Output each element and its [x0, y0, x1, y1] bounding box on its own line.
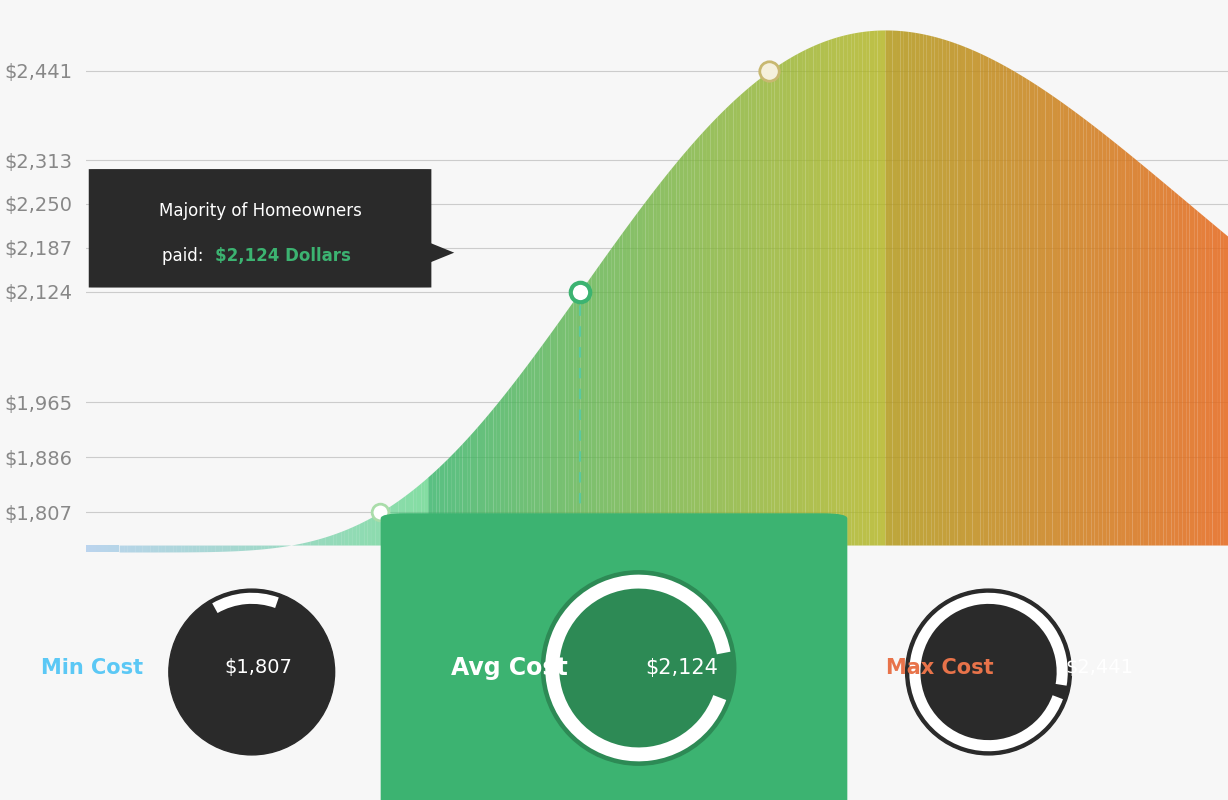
Circle shape	[905, 589, 1071, 755]
Text: Avg Cost: Avg Cost	[451, 656, 569, 680]
Text: Majority of Homeowners: Majority of Homeowners	[158, 202, 361, 220]
Text: paid:: paid:	[162, 247, 209, 265]
Text: $1,807: $1,807	[223, 658, 292, 678]
Circle shape	[169, 589, 334, 755]
Circle shape	[542, 571, 736, 765]
Text: $2,441: $2,441	[1065, 658, 1133, 678]
FancyBboxPatch shape	[381, 514, 847, 800]
Text: $2,124 Dollars: $2,124 Dollars	[215, 247, 351, 265]
FancyBboxPatch shape	[88, 169, 431, 287]
Text: Min Cost: Min Cost	[41, 658, 144, 678]
Text: $2,124: $2,124	[645, 658, 718, 678]
Text: Max Cost: Max Cost	[885, 658, 993, 678]
Polygon shape	[420, 238, 454, 266]
